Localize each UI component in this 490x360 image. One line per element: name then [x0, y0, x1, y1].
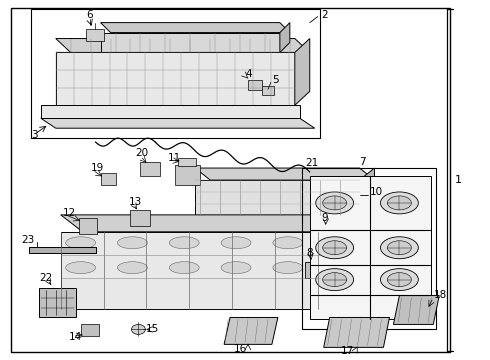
Polygon shape — [280, 23, 290, 53]
Ellipse shape — [118, 262, 147, 274]
Bar — [141, 162, 160, 176]
Ellipse shape — [380, 269, 418, 291]
Polygon shape — [195, 168, 374, 180]
Polygon shape — [224, 318, 278, 345]
Bar — [31, 9, 319, 138]
Ellipse shape — [273, 237, 303, 249]
Bar — [130, 210, 150, 226]
Polygon shape — [61, 232, 319, 310]
Bar — [248, 80, 262, 90]
Polygon shape — [41, 118, 315, 128]
Text: 11: 11 — [168, 153, 182, 163]
Text: 5: 5 — [272, 75, 278, 85]
Text: 10: 10 — [369, 187, 383, 197]
Ellipse shape — [273, 262, 303, 274]
Ellipse shape — [169, 262, 199, 274]
Text: 14: 14 — [69, 332, 82, 342]
Polygon shape — [100, 23, 290, 32]
Ellipse shape — [316, 237, 354, 259]
Text: 20: 20 — [135, 148, 148, 158]
Ellipse shape — [388, 241, 412, 255]
Ellipse shape — [221, 262, 251, 274]
Bar — [302, 168, 436, 329]
Ellipse shape — [380, 237, 418, 259]
Polygon shape — [319, 215, 342, 310]
Text: 19: 19 — [91, 163, 104, 173]
Bar — [262, 86, 274, 95]
Ellipse shape — [323, 241, 346, 255]
Bar — [78, 218, 97, 234]
Ellipse shape — [118, 237, 147, 249]
Polygon shape — [56, 39, 310, 53]
Ellipse shape — [221, 237, 251, 249]
Polygon shape — [41, 105, 300, 118]
Ellipse shape — [169, 237, 199, 249]
Ellipse shape — [380, 192, 418, 214]
Ellipse shape — [316, 269, 354, 291]
Bar — [319, 228, 334, 240]
Polygon shape — [295, 39, 310, 105]
Polygon shape — [195, 180, 360, 215]
Text: 12: 12 — [63, 208, 76, 218]
Polygon shape — [310, 176, 431, 319]
Text: 6: 6 — [86, 10, 93, 20]
Text: 22: 22 — [39, 273, 52, 283]
Polygon shape — [29, 247, 96, 253]
Text: 1: 1 — [455, 175, 462, 185]
Ellipse shape — [131, 324, 146, 334]
Text: 7: 7 — [360, 157, 366, 167]
Ellipse shape — [388, 196, 412, 210]
Text: 2: 2 — [322, 10, 328, 20]
Bar — [100, 173, 117, 185]
Text: 3: 3 — [31, 130, 37, 140]
Text: 8: 8 — [306, 248, 313, 258]
Bar — [86, 28, 103, 41]
Polygon shape — [324, 318, 390, 347]
Text: 4: 4 — [245, 69, 252, 80]
Ellipse shape — [66, 262, 96, 274]
Polygon shape — [393, 296, 439, 324]
Ellipse shape — [316, 192, 354, 214]
Text: 9: 9 — [321, 213, 328, 223]
Polygon shape — [61, 215, 342, 232]
Text: 15: 15 — [146, 324, 159, 334]
Bar — [178, 158, 196, 166]
Ellipse shape — [323, 273, 346, 287]
Bar — [175, 165, 200, 185]
Text: 18: 18 — [434, 289, 447, 300]
Bar — [81, 324, 98, 336]
Polygon shape — [56, 53, 295, 105]
Ellipse shape — [66, 237, 96, 249]
Text: 21: 21 — [305, 158, 318, 168]
Text: 17: 17 — [341, 346, 354, 356]
Polygon shape — [39, 288, 75, 318]
Polygon shape — [360, 168, 374, 215]
Polygon shape — [100, 32, 280, 53]
Ellipse shape — [388, 273, 412, 287]
Text: 23: 23 — [21, 235, 34, 245]
Text: 16: 16 — [233, 345, 246, 354]
Ellipse shape — [323, 196, 346, 210]
Text: 13: 13 — [128, 197, 142, 207]
Bar — [305, 262, 321, 278]
